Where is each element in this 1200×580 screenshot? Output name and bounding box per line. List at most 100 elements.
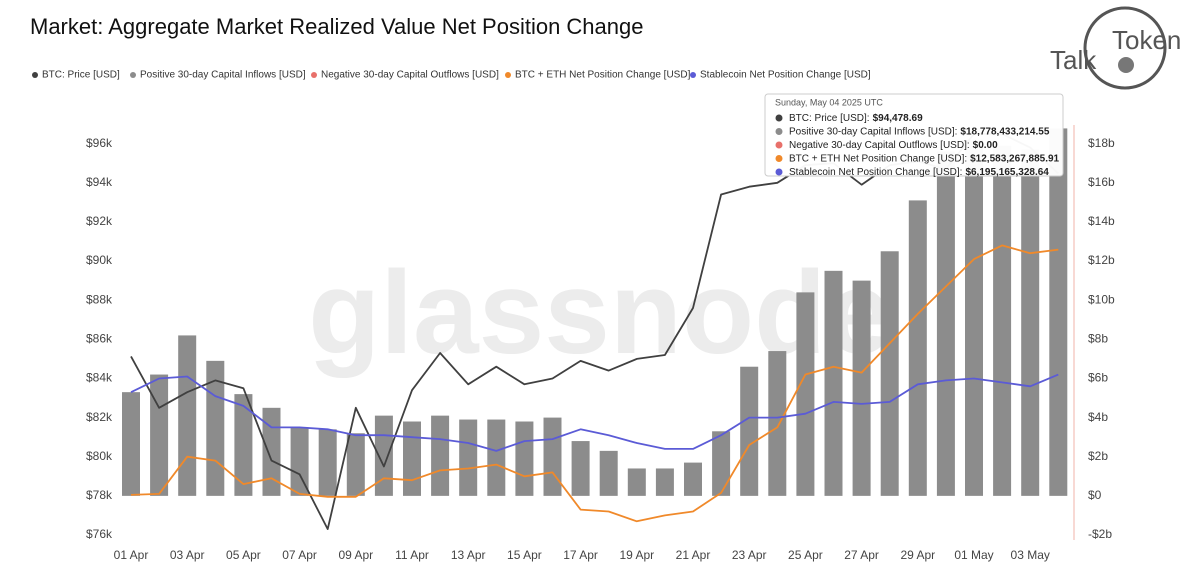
x-tick-label: 17 Apr <box>563 548 598 562</box>
bar <box>290 427 309 496</box>
legend-label: BTC + ETH Net Position Change [USD] <box>515 70 691 81</box>
x-tick-label: 27 Apr <box>844 548 879 562</box>
line <box>130 373 1059 452</box>
logo-left: Talk <box>1050 45 1097 75</box>
y-tick-label: $86k <box>86 331 113 345</box>
tooltip-swatch <box>775 114 783 122</box>
bar <box>206 360 225 496</box>
x-tick-label: 03 May <box>1011 548 1050 562</box>
bar <box>318 429 337 496</box>
y2-tick-label: $10b <box>1088 292 1115 306</box>
tooltip-item: Stablecoin Net Position Change [USD]: $6,… <box>789 167 1049 178</box>
chart-title: Market: Aggregate Market Realized Value … <box>30 14 644 39</box>
bar <box>571 441 590 496</box>
y2-tick-label: $16b <box>1088 175 1115 189</box>
bar <box>1049 128 1068 496</box>
legend-label: Stablecoin Net Position Change [USD] <box>700 70 871 81</box>
legend-swatch <box>505 72 511 78</box>
x-tick-label: 13 Apr <box>451 548 486 562</box>
logo-right: Token <box>1112 25 1181 55</box>
tooltip-swatch <box>775 168 783 176</box>
tooltip-label: BTC + ETH Net Position Change [USD]: <box>789 153 967 164</box>
y2-tick-label: $8b <box>1088 331 1108 345</box>
tooltip-label: Positive 30-day Capital Inflows [USD]: <box>789 126 957 137</box>
tooltip-value: $12,583,267,885.91 <box>970 153 1059 164</box>
x-tick-label: 01 Apr <box>114 548 149 562</box>
logo-ring <box>1083 6 1167 90</box>
legend-label: BTC: Price [USD] <box>42 70 120 81</box>
bar <box>431 415 450 496</box>
bar <box>234 394 253 496</box>
bar <box>936 151 955 496</box>
tooltip-item: Negative 30-day Capital Outflows [USD]: $… <box>789 140 998 151</box>
watermark: glassnode <box>308 247 892 379</box>
y-tick-label: $84k <box>86 371 113 385</box>
x-tick-label: 09 Apr <box>338 548 373 562</box>
x-tick-label: 01 May <box>954 548 993 562</box>
tooltip-value: $18,778,433,214.55 <box>960 126 1049 137</box>
legend-label: Positive 30-day Capital Inflows [USD] <box>140 70 306 81</box>
bar <box>993 145 1012 496</box>
y2-tick-label: $12b <box>1088 253 1115 267</box>
bar <box>599 450 618 496</box>
bar <box>627 468 646 496</box>
legend-swatch <box>32 72 38 78</box>
bar <box>908 200 927 496</box>
tooltip-box <box>764 93 1064 177</box>
tooltip-item: BTC + ETH Net Position Change [USD]: $12,… <box>789 153 1060 164</box>
bar <box>346 433 365 496</box>
y2-tick-label: -$2b <box>1088 527 1112 541</box>
bar <box>403 421 421 496</box>
bar <box>1021 149 1040 496</box>
bar <box>487 419 506 496</box>
bar <box>768 351 787 496</box>
y2-tick-label: $18b <box>1088 136 1115 150</box>
bar <box>178 335 197 496</box>
y2-tick-label: $4b <box>1088 410 1108 424</box>
tooltip-value: $94,478.69 <box>873 113 923 124</box>
bar <box>150 374 169 496</box>
y2-tick-label: $2b <box>1088 449 1108 463</box>
logo-coin <box>1118 57 1134 73</box>
logo: Talk Token <box>1050 6 1181 90</box>
x-tick-label: 05 Apr <box>226 548 261 562</box>
y2-tick-label: $0 <box>1088 488 1102 502</box>
y-tick-label: $96k <box>86 136 113 150</box>
y-tick-label: $94k <box>86 175 113 189</box>
x-tick-label: 03 Apr <box>170 548 205 562</box>
x-tick-label: 23 Apr <box>732 548 767 562</box>
x-tick-label: 29 Apr <box>900 548 935 562</box>
tooltip-swatch <box>775 141 783 149</box>
tooltip-value: $0.00 <box>973 140 998 151</box>
bar <box>796 292 815 496</box>
bar <box>655 468 674 496</box>
tooltip-date: Sunday, May 04 2025 UTC <box>775 97 883 107</box>
y-tick-label: $80k <box>86 449 113 463</box>
bar <box>459 419 478 496</box>
bar <box>712 431 731 496</box>
bar <box>543 417 562 496</box>
legend-swatch <box>311 72 317 78</box>
bar <box>965 139 983 496</box>
legend-swatch <box>130 72 136 78</box>
y-tick-label: $76k <box>86 527 113 541</box>
x-tick-label: 19 Apr <box>619 548 654 562</box>
line <box>130 244 1059 523</box>
bar <box>262 407 281 496</box>
y-tick-label: $82k <box>86 410 113 424</box>
y2-tick-label: $14b <box>1088 214 1115 228</box>
y-tick-label: $88k <box>86 292 113 306</box>
y-tick-label: $90k <box>86 253 113 267</box>
tooltip-swatch <box>775 155 783 162</box>
y-tick-label: $92k <box>86 214 113 228</box>
legend-label: Negative 30-day Capital Outflows [USD] <box>321 70 499 81</box>
bar <box>684 462 702 496</box>
x-tick-label: 25 Apr <box>788 548 823 562</box>
bar <box>374 415 393 496</box>
bar <box>824 270 843 496</box>
x-tick-label: 11 Apr <box>395 548 429 562</box>
bar <box>880 251 899 496</box>
tooltip-swatch <box>775 128 783 135</box>
bar <box>740 366 759 496</box>
